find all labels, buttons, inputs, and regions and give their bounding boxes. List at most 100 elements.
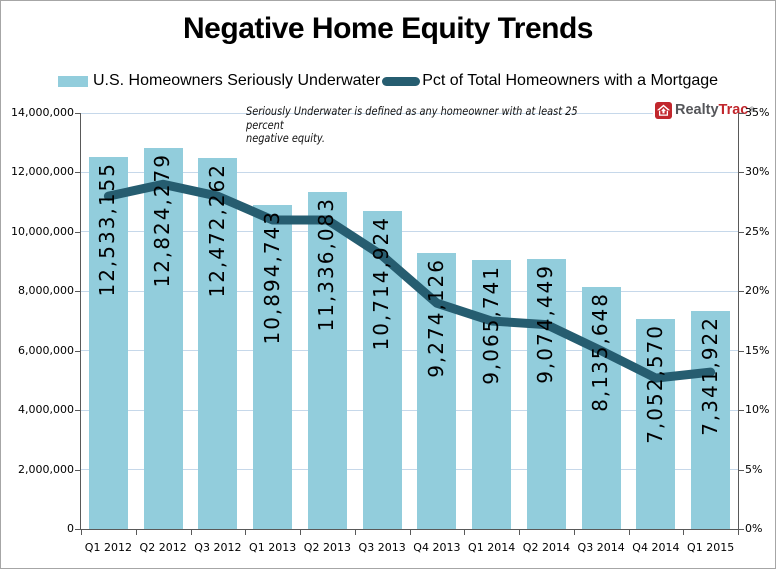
logo-text-trac: Trac bbox=[718, 102, 749, 118]
y-axis-right-tick-label: 35% bbox=[745, 106, 770, 119]
bar-value-label: 7,052,570 bbox=[642, 324, 667, 445]
x-axis-tick bbox=[354, 530, 356, 535]
bar bbox=[253, 205, 293, 529]
y-axis-right-tick-label: 10% bbox=[745, 403, 770, 417]
bar-value-label: 12,472,262 bbox=[204, 163, 229, 298]
y-axis-right-tick bbox=[738, 172, 744, 174]
bar bbox=[143, 147, 183, 529]
x-axis-tick-label: Q4 2013 bbox=[413, 541, 461, 554]
x-axis-tick bbox=[190, 530, 192, 535]
bar bbox=[88, 156, 128, 529]
y-axis-right-tick bbox=[738, 350, 744, 352]
x-axis-tick-label: Q2 2014 bbox=[522, 541, 570, 554]
legend-bar-swatch-icon bbox=[57, 75, 88, 87]
bar-value-label: 9,074,449 bbox=[533, 264, 558, 385]
gridline bbox=[81, 231, 738, 233]
y-axis-right-tick bbox=[738, 529, 744, 530]
realtytrac-house-icon bbox=[655, 101, 672, 119]
logo-text-realty: Realty bbox=[675, 102, 719, 118]
x-axis-tick bbox=[300, 530, 301, 535]
annotation-line-1: Seriously Underwater is defined as any h… bbox=[246, 104, 578, 132]
chart-annotation: Seriously Underwater is defined as any h… bbox=[246, 104, 603, 146]
y-axis-right-tick-label: 25% bbox=[745, 224, 770, 238]
x-axis-tick-label: Q1 2012 bbox=[84, 541, 132, 554]
bar bbox=[307, 192, 347, 529]
chart-title: Negative Home Equity Trends bbox=[183, 12, 593, 45]
plot-area: 12,533,155 12,824,279 12,472,262 10,894,743… bbox=[81, 112, 738, 529]
trend-line bbox=[103, 179, 716, 383]
y-axis-left-tick-label: 8,000,000 bbox=[18, 284, 74, 298]
y-axis-left-tick-label: 6,000,000 bbox=[18, 343, 74, 357]
bar-value-label: 9,274,126 bbox=[423, 258, 448, 379]
gridline bbox=[81, 409, 738, 411]
y-axis-right-tick bbox=[738, 410, 744, 412]
y-axis-left-tick bbox=[75, 231, 81, 233]
bar bbox=[472, 259, 512, 529]
y-axis-right-tick bbox=[738, 469, 744, 471]
y-axis-right-tick bbox=[738, 113, 744, 114]
x-axis-tick-label: Q3 2014 bbox=[577, 541, 625, 554]
bar-value-label: 11,336,083 bbox=[314, 197, 339, 332]
realtytrac-logo: Realty Trac ® bbox=[653, 100, 757, 120]
x-axis-tick bbox=[135, 530, 137, 535]
x-axis-tick bbox=[464, 530, 466, 535]
x-axis-tick-label: Q1 2013 bbox=[249, 541, 297, 554]
bar-value-label: 12,824,279 bbox=[150, 152, 175, 288]
x-axis-tick-label: Q4 2014 bbox=[632, 541, 680, 554]
y-axis-left-tick-label: 12,000,000 bbox=[11, 165, 74, 179]
y-axis-left-tick-label: 10,000,000 bbox=[11, 224, 74, 238]
y-axis-right-tick-label: 0% bbox=[745, 522, 763, 535]
legend: U.S. Homeowners Seriously Underwater Pct… bbox=[1, 70, 775, 92]
x-axis-tick-label: Q1 2014 bbox=[468, 541, 516, 554]
x-axis-tick bbox=[81, 530, 82, 535]
x-axis-tick bbox=[738, 530, 739, 535]
y-axis-right-tick-label: 15% bbox=[745, 343, 770, 357]
y-axis-right-tick bbox=[738, 291, 744, 293]
y-axis-left-tick-label: 4,000,000 bbox=[18, 403, 74, 417]
y-axis-right-tick-label: 20% bbox=[745, 284, 770, 298]
x-axis-tick bbox=[683, 530, 685, 535]
x-axis-tick bbox=[573, 530, 575, 535]
y-axis-left-tick-label: 2,000,000 bbox=[18, 462, 74, 476]
y-axis-left-tick bbox=[75, 291, 81, 293]
x-axis-line bbox=[80, 529, 739, 530]
gridline bbox=[81, 171, 738, 173]
gridline bbox=[81, 350, 738, 352]
y-axis-left-tick bbox=[75, 410, 81, 412]
bar bbox=[691, 310, 731, 529]
y-axis-left-tick bbox=[75, 350, 81, 352]
x-axis-tick bbox=[245, 530, 247, 535]
gridline bbox=[81, 112, 738, 114]
y-axis-left-tick-label: 0 bbox=[67, 522, 74, 535]
logo-registered-mark: ® bbox=[749, 106, 755, 114]
bar-value-label: 7,341,922 bbox=[697, 315, 722, 436]
bar-value-label: 9,065,741 bbox=[478, 264, 503, 385]
x-axis-tick bbox=[628, 530, 630, 535]
gridline bbox=[81, 290, 738, 292]
bar-value-label: 8,135,648 bbox=[588, 292, 613, 413]
bar bbox=[526, 259, 566, 529]
legend-line-swatch-icon bbox=[382, 76, 421, 86]
y-axis-right-tick-label: 30% bbox=[745, 165, 770, 179]
legend-bar-label: U.S. Homeowners Seriously Underwater bbox=[92, 72, 381, 89]
bar bbox=[198, 158, 238, 529]
y-axis-left-tick bbox=[75, 113, 81, 114]
x-axis-tick-label: Q2 2012 bbox=[139, 541, 187, 554]
y-axis-right-line bbox=[738, 113, 739, 529]
legend-line-label: Pct of Total Homeowners with a Mortgage bbox=[422, 72, 719, 89]
y-axis-left-line bbox=[80, 113, 81, 529]
y-axis-left-tick bbox=[75, 172, 81, 174]
x-axis-tick-label: Q1 2015 bbox=[687, 541, 735, 554]
bar-value-label: 10,714,924 bbox=[369, 215, 394, 351]
y-axis-left-tick bbox=[75, 529, 81, 530]
x-axis-tick bbox=[519, 530, 520, 535]
y-axis-left-tick bbox=[75, 469, 81, 471]
x-axis-tick-label: Q3 2012 bbox=[194, 541, 242, 554]
bar bbox=[581, 287, 621, 529]
y-axis-left-tick-label: 14,000,000 bbox=[11, 106, 74, 119]
bar-value-label: 12,533,155 bbox=[95, 161, 120, 297]
bar bbox=[636, 319, 676, 529]
y-axis-right-tick bbox=[738, 231, 744, 233]
x-axis-tick-label: Q2 2013 bbox=[303, 541, 351, 554]
